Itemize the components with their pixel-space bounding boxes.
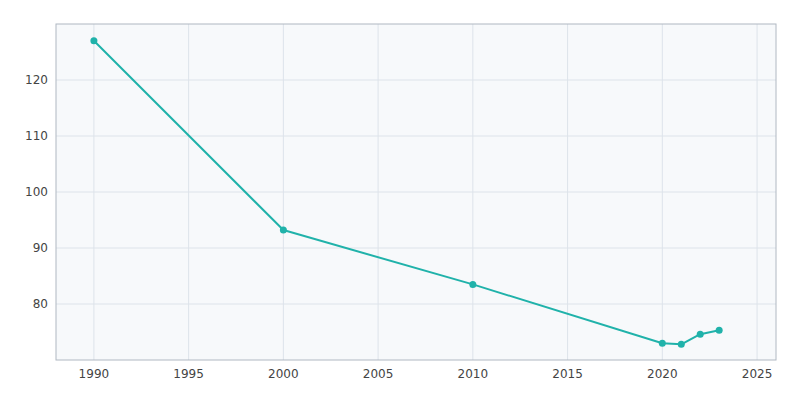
- point: [697, 331, 704, 338]
- y-tick-label: 90: [33, 241, 48, 255]
- x-grid-line: [93, 24, 94, 360]
- y-tick-label: 110: [25, 129, 48, 143]
- x-grid-line: [188, 24, 189, 360]
- point: [678, 341, 685, 348]
- x-tick-label: 2015: [552, 367, 583, 381]
- series: [90, 37, 722, 348]
- point: [659, 340, 666, 347]
- point: [716, 327, 723, 334]
- x-tick-label: 2000: [268, 367, 299, 381]
- x-grid-line: [757, 24, 758, 360]
- line: [94, 41, 719, 345]
- grid: [56, 24, 776, 360]
- point: [280, 227, 287, 234]
- x-grid-line: [472, 24, 473, 360]
- x-grid-line: [567, 24, 568, 360]
- plot-background: [56, 24, 776, 360]
- x-tick-label: 2005: [363, 367, 394, 381]
- x-tick-label: 2025: [742, 367, 773, 381]
- chart-container: 80 90 100 110 120 1990 1995 2000 2005 2010 2015 202…: [0, 0, 800, 400]
- plot-frame: [56, 24, 776, 360]
- x-grid-line: [662, 24, 663, 360]
- chart-svg: 80 90 100 110 120 1990 1995 2000 2005 2010 2015 202…: [0, 0, 800, 400]
- x-grid-line: [283, 24, 284, 360]
- x-tick-label: 2020: [647, 367, 678, 381]
- y-tick-label: 120: [25, 73, 48, 87]
- x-tick-label: 2010: [458, 367, 489, 381]
- point: [469, 281, 476, 288]
- x-grid-line: [378, 24, 379, 360]
- y-grid-line: [56, 304, 776, 305]
- point: [90, 37, 97, 44]
- axes: 80 90 100 110 120 1990 1995 2000 2005 2010 2015 202…: [25, 73, 772, 382]
- y-grid-line: [56, 192, 776, 193]
- y-tick-label: 100: [25, 185, 48, 199]
- y-grid-line: [56, 248, 776, 249]
- y-grid-line: [56, 80, 776, 81]
- y-grid-line: [56, 136, 776, 137]
- y-tick-label: 80: [33, 297, 48, 311]
- x-tick-label: 1990: [79, 367, 110, 381]
- x-tick-label: 1995: [173, 367, 204, 381]
